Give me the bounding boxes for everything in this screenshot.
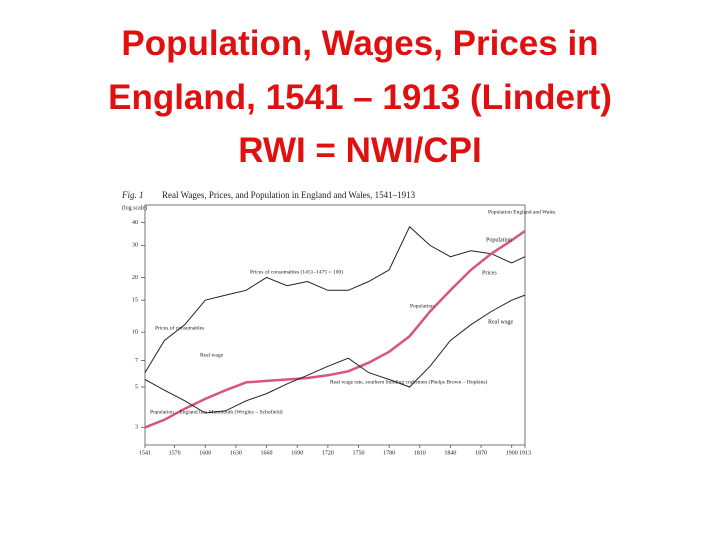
x-tick-label: 1870	[475, 450, 487, 456]
y-axis-label: (log scale)	[122, 204, 147, 211]
x-tick-label: 1600	[199, 450, 211, 456]
x-tick-label: 1840	[444, 450, 456, 456]
x-tick-label: 1630	[230, 450, 242, 456]
y-tick-label: 3	[135, 425, 138, 431]
annotation: Population	[410, 303, 434, 309]
x-tick-label: 1900	[506, 450, 518, 456]
series-label: Prices	[482, 270, 497, 276]
y-tick-label: 20	[132, 275, 138, 281]
slide-title: England, 1541 – 1913 (Lindert)	[108, 78, 612, 117]
y-tick-label: 40	[132, 220, 138, 226]
series-label: Population	[486, 237, 512, 243]
x-tick-label: 1913	[519, 450, 531, 456]
y-tick-label: 15	[132, 298, 138, 304]
plot-frame	[144, 204, 526, 446]
y-tick-label: 7	[135, 358, 138, 364]
x-tick-label: 1660	[261, 450, 273, 456]
annotation: Population England and Wales	[488, 209, 555, 215]
x-tick-label: 1750	[352, 450, 364, 456]
annotation: Real wage	[200, 352, 224, 358]
annotation: Population – England less Monmouth (Wrig…	[150, 408, 283, 415]
series-line	[144, 229, 526, 429]
annotation: Prices of consumables (1451–1475 = 100)	[250, 268, 343, 275]
x-tick-label: 1810	[414, 450, 426, 456]
x-tick-label: 1720	[322, 450, 334, 456]
y-tick-label: 30	[132, 243, 138, 249]
series-label: Real wage	[488, 319, 513, 325]
x-tick-label: 1690	[291, 450, 303, 456]
slide-title: Population, Wages, Prices in	[121, 24, 599, 63]
annotation: Prices of consumables	[155, 324, 204, 331]
x-tick-label: 1570	[169, 450, 181, 456]
y-tick-label: 10	[132, 330, 138, 336]
series-line	[144, 225, 526, 373]
series-line	[144, 294, 526, 414]
figure-label: Fig. 1	[121, 190, 144, 200]
y-tick-label: 5	[135, 384, 138, 390]
slide-title: RWI = NWI/CPI	[238, 131, 482, 170]
annotation: Real wage rate, southern building crafts…	[330, 378, 487, 385]
chart-title: Real Wages, Prices, and Population in En…	[162, 190, 416, 200]
x-tick-label: 1541	[139, 450, 151, 456]
x-tick-label: 1780	[383, 450, 395, 456]
